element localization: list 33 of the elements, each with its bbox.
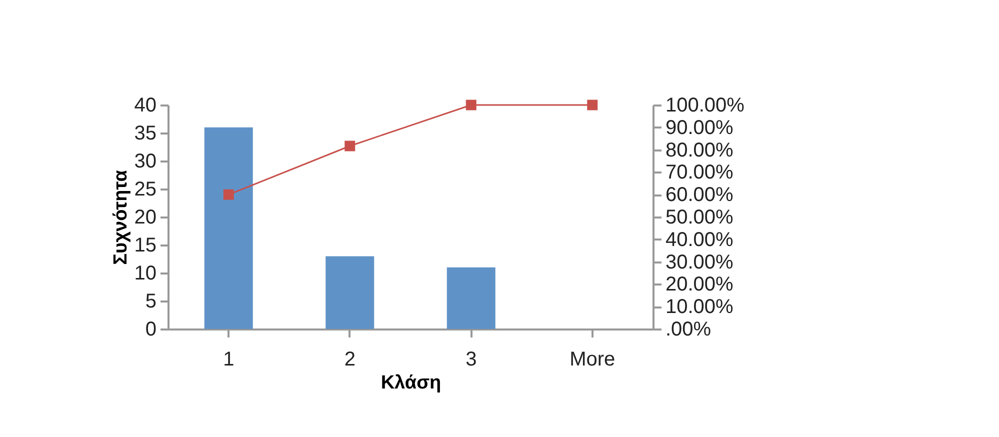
y2-tick-label: .00% — [666, 318, 712, 340]
x-tick-label: 2 — [344, 348, 356, 370]
y-tick-label: 5 — [145, 290, 156, 312]
y-tick-label: 15 — [134, 234, 156, 256]
bar — [326, 256, 374, 329]
y2-tick-label: 40.00% — [666, 228, 734, 251]
y-tick-label: 40 — [134, 94, 156, 116]
point — [344, 140, 356, 152]
x-tick-label: 3 — [466, 348, 477, 370]
y-tick-label: 0 — [145, 318, 156, 340]
bar — [446, 267, 496, 329]
y2-tick-label: 100.00% — [666, 94, 745, 116]
y2-tick-label: 60.00% — [666, 184, 734, 206]
bar — [204, 127, 253, 329]
y-tick-label: 10 — [134, 262, 156, 284]
y-axis-title: Συχνότητα — [110, 170, 132, 265]
y-tick-label: 20 — [134, 206, 156, 228]
y2-tick-label: 10.00% — [666, 296, 734, 318]
y-tick-label: 25 — [134, 178, 156, 200]
y2-tick-label: 20.00% — [666, 274, 734, 296]
point — [466, 100, 476, 110]
point — [587, 100, 598, 110]
y2-tick-label: 90.00% — [666, 116, 734, 139]
y-tick-label: 30 — [134, 150, 156, 172]
y2-tick-label: 80.00% — [666, 139, 734, 162]
x-tick-label: More — [570, 348, 616, 370]
x-tick-label: 1 — [223, 348, 234, 370]
x-axis-title: Κλάση — [380, 372, 442, 394]
point — [223, 189, 234, 200]
y2-tick-label: 70.00% — [666, 162, 734, 184]
y-tick-label: 35 — [134, 122, 156, 144]
y2-tick-label: 50.00% — [666, 206, 734, 228]
y2-tick-label: 30.00% — [666, 251, 734, 274]
